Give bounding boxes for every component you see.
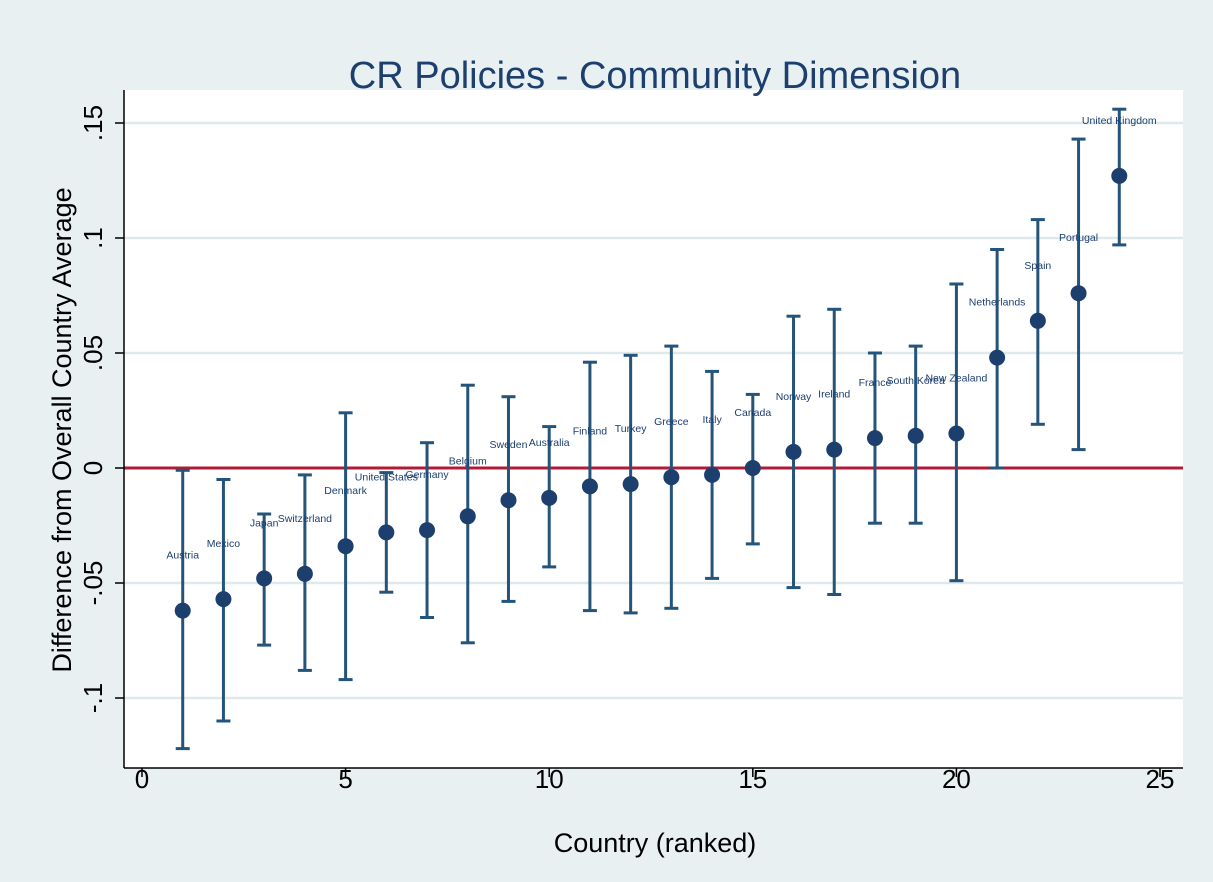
data-point — [907, 427, 924, 444]
point-label: Japan — [250, 517, 279, 529]
point-label: Portugal — [1059, 232, 1098, 244]
data-point — [419, 522, 436, 539]
point-label: Netherlands — [969, 297, 1026, 309]
point-label: Ireland — [818, 389, 850, 401]
point-label: United States — [355, 471, 418, 483]
chart-title: CR Policies - Community Dimension — [349, 55, 961, 97]
data-point — [174, 602, 191, 619]
x-tick-label: 0 — [135, 764, 149, 794]
point-label: Switzerland — [278, 513, 332, 525]
point-label: Sweden — [490, 439, 528, 451]
x-tick-label: 20 — [942, 764, 971, 794]
data-point — [948, 425, 965, 442]
data-point — [215, 591, 232, 608]
point-label: South Korea — [886, 375, 945, 387]
data-point — [541, 489, 558, 506]
data-point — [296, 565, 313, 582]
plot-area — [124, 90, 1183, 768]
point-label: Finland — [573, 425, 608, 437]
data-point — [866, 430, 883, 447]
data-point — [744, 460, 761, 476]
point-label: France — [859, 377, 892, 389]
y-tick-label: -.1 — [78, 683, 108, 713]
data-point — [500, 492, 517, 509]
point-label: Italy — [702, 414, 722, 426]
x-tick-label: 15 — [738, 764, 767, 794]
x-tick-label: 10 — [535, 764, 564, 794]
point-label: Canada — [734, 407, 771, 419]
y-tick-label: -.05 — [78, 561, 108, 606]
data-point — [337, 538, 354, 555]
data-point — [1111, 167, 1128, 184]
point-label: Spain — [1024, 260, 1051, 272]
data-point — [459, 508, 476, 525]
data-point — [785, 443, 802, 460]
point-label: United Kingdom — [1082, 115, 1157, 127]
point-label: Mexico — [207, 538, 240, 550]
x-axis-label: Country (ranked) — [554, 828, 757, 858]
point-label: Norway — [776, 391, 812, 403]
data-point — [704, 466, 721, 483]
point-label: New Zealand — [925, 373, 987, 385]
y-tick-label: .05 — [78, 335, 108, 371]
x-tick-label: 5 — [338, 764, 352, 794]
point-label: Turkey — [615, 423, 647, 435]
y-tick-label: .15 — [78, 105, 108, 141]
data-point — [989, 349, 1006, 366]
data-point — [1029, 312, 1046, 329]
point-label: Austria — [166, 550, 199, 562]
data-point — [378, 524, 395, 541]
point-label: Denmark — [324, 485, 367, 497]
data-points — [174, 167, 1128, 619]
y-tick-label: .1 — [78, 227, 108, 249]
point-label: Belgium — [449, 455, 487, 467]
data-point — [622, 476, 639, 493]
data-point — [581, 478, 598, 495]
data-point — [1070, 285, 1087, 302]
axes: -.1 -.05 0 .05 .1 .15 0 5 10 15 20 25 — [78, 90, 1183, 794]
point-labels: Austria Mexico Japan Switzerland Denmark Unit… — [166, 115, 1157, 562]
y-tick-label: 0 — [78, 461, 108, 475]
x-tick-label: 25 — [1146, 764, 1175, 794]
y-axis-label: Difference from Overall Country Average — [47, 187, 77, 672]
data-point — [663, 469, 680, 486]
data-point — [826, 441, 843, 458]
point-label: Germany — [405, 469, 449, 481]
point-label: Greece — [654, 416, 689, 428]
data-point — [256, 570, 273, 587]
point-label: Australia — [529, 437, 570, 449]
